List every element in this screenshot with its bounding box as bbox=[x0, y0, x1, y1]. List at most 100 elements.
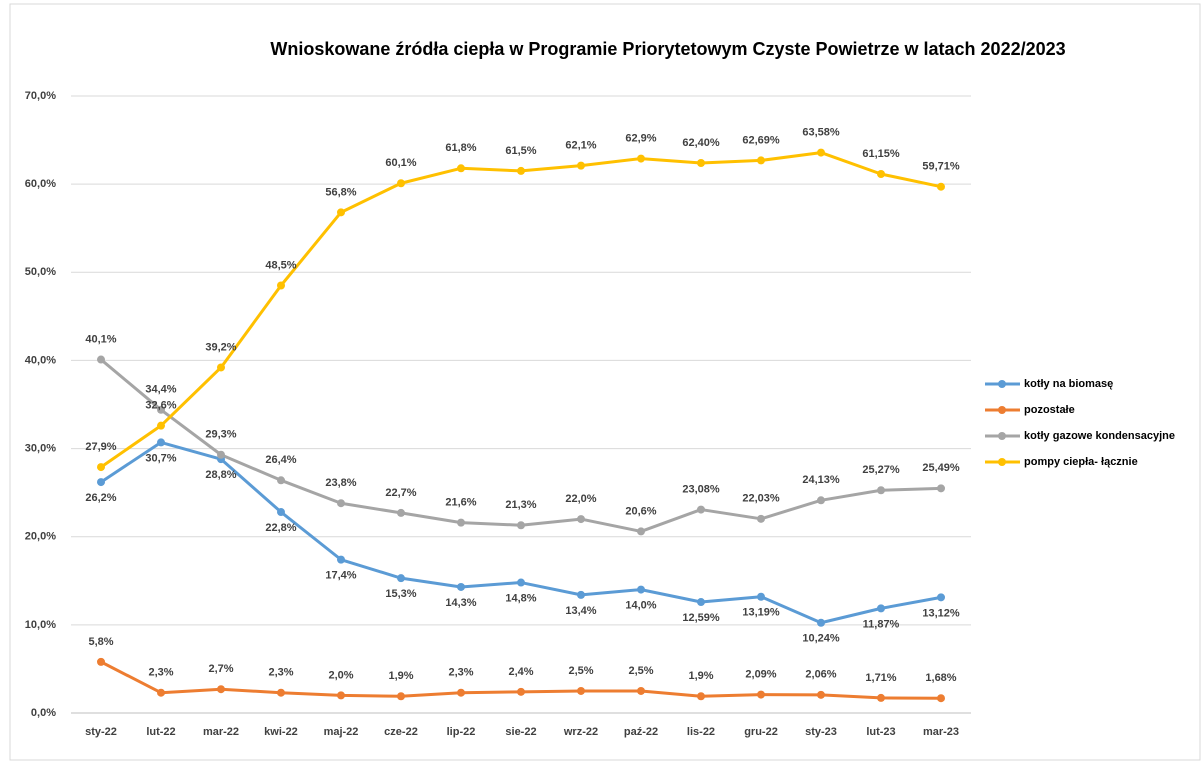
x-tick-label: lut-22 bbox=[146, 726, 175, 738]
data-label: 10,24% bbox=[802, 633, 840, 645]
chart-title: Wnioskowane źródła ciepła w Programie Pr… bbox=[270, 39, 1065, 59]
data-point bbox=[217, 450, 225, 459]
data-label: 63,58% bbox=[802, 126, 840, 138]
data-label: 2,0% bbox=[328, 669, 353, 681]
data-label: 61,5% bbox=[505, 145, 536, 157]
data-point bbox=[277, 476, 285, 485]
data-point bbox=[397, 692, 405, 701]
data-label: 1,9% bbox=[688, 670, 713, 682]
x-tick-label: wrz-22 bbox=[563, 726, 598, 738]
data-label: 22,8% bbox=[265, 522, 296, 534]
data-point bbox=[97, 355, 105, 364]
data-label: 2,5% bbox=[568, 665, 593, 677]
x-tick-label: lut-23 bbox=[866, 726, 895, 738]
data-label: 39,2% bbox=[205, 341, 236, 353]
y-tick-label: 20,0% bbox=[25, 531, 56, 543]
data-point bbox=[937, 593, 945, 602]
y-tick-label: 40,0% bbox=[25, 354, 56, 366]
y-tick-label: 70,0% bbox=[25, 90, 56, 102]
data-point bbox=[697, 505, 705, 514]
x-tick-label: lip-22 bbox=[447, 726, 476, 738]
y-tick-label: 60,0% bbox=[25, 178, 56, 190]
data-point bbox=[937, 182, 945, 191]
data-label: 2,7% bbox=[208, 663, 233, 675]
data-point bbox=[277, 508, 285, 517]
data-label: 21,6% bbox=[445, 497, 476, 509]
data-point bbox=[817, 690, 825, 699]
x-tick-label: sie-22 bbox=[505, 726, 536, 738]
data-label: 15,3% bbox=[385, 588, 416, 600]
data-label: 28,8% bbox=[205, 469, 236, 481]
data-point bbox=[337, 208, 345, 217]
data-label: 13,19% bbox=[742, 607, 780, 619]
data-label: 62,9% bbox=[625, 132, 656, 144]
data-label: 29,3% bbox=[205, 429, 236, 441]
data-label: 2,3% bbox=[148, 667, 173, 679]
data-label: 30,7% bbox=[145, 452, 176, 464]
data-label: 26,2% bbox=[85, 492, 116, 504]
x-tick-label: paź-22 bbox=[624, 726, 658, 738]
data-label: 21,3% bbox=[505, 499, 536, 511]
x-tick-label: kwi-22 bbox=[264, 726, 298, 738]
data-label: 2,5% bbox=[628, 665, 653, 677]
data-point bbox=[397, 574, 405, 583]
data-label: 1,9% bbox=[388, 670, 413, 682]
data-label: 22,7% bbox=[385, 487, 416, 499]
data-point bbox=[337, 555, 345, 564]
data-label: 20,6% bbox=[625, 505, 656, 517]
x-tick-label: sty-22 bbox=[85, 726, 117, 738]
data-label: 34,4% bbox=[145, 384, 176, 396]
data-point bbox=[577, 686, 585, 695]
data-label: 26,4% bbox=[265, 454, 296, 466]
y-tick-label: 30,0% bbox=[25, 442, 56, 454]
data-label: 17,4% bbox=[325, 570, 356, 582]
legend-marker bbox=[998, 406, 1006, 414]
x-tick-label: maj-22 bbox=[324, 726, 359, 738]
data-point bbox=[517, 687, 525, 696]
legend-marker bbox=[998, 380, 1006, 388]
data-point bbox=[577, 515, 585, 524]
data-point bbox=[337, 499, 345, 508]
data-point bbox=[217, 363, 225, 372]
data-label: 22,03% bbox=[742, 493, 780, 505]
data-point bbox=[457, 688, 465, 697]
data-point bbox=[757, 592, 765, 601]
data-point bbox=[97, 657, 105, 666]
data-label: 62,69% bbox=[742, 134, 780, 146]
data-point bbox=[757, 156, 765, 165]
data-point bbox=[157, 421, 165, 430]
data-point bbox=[97, 478, 105, 487]
data-label: 12,59% bbox=[682, 612, 720, 624]
data-point bbox=[697, 158, 705, 167]
data-label: 62,1% bbox=[565, 140, 596, 152]
data-label: 13,12% bbox=[922, 607, 960, 619]
data-point bbox=[577, 590, 585, 599]
data-label: 13,4% bbox=[565, 605, 596, 617]
data-label: 23,08% bbox=[682, 483, 720, 495]
data-label: 25,49% bbox=[922, 462, 960, 474]
data-label: 56,8% bbox=[325, 186, 356, 198]
x-tick-label: sty-23 bbox=[805, 726, 837, 738]
data-label: 48,5% bbox=[265, 259, 296, 271]
y-tick-label: 50,0% bbox=[25, 266, 56, 278]
x-tick-label: mar-23 bbox=[923, 726, 959, 738]
data-label: 1,71% bbox=[865, 672, 896, 684]
data-point bbox=[937, 694, 945, 703]
data-point bbox=[877, 170, 885, 179]
data-label: 60,1% bbox=[385, 157, 416, 169]
data-point bbox=[877, 604, 885, 613]
legend-label: kotły na biomasę bbox=[1024, 378, 1113, 390]
data-point bbox=[517, 166, 525, 175]
data-label: 11,87% bbox=[863, 618, 900, 630]
data-label: 2,3% bbox=[268, 667, 293, 679]
legend-label: pozostałe bbox=[1024, 404, 1075, 416]
chart-border bbox=[9, 3, 1201, 761]
data-label: 5,8% bbox=[88, 636, 113, 648]
data-label: 2,09% bbox=[745, 668, 776, 680]
data-point bbox=[757, 690, 765, 699]
data-point bbox=[97, 463, 105, 472]
x-tick-label: mar-22 bbox=[203, 726, 239, 738]
data-point bbox=[877, 693, 885, 702]
data-label: 25,27% bbox=[862, 464, 900, 476]
